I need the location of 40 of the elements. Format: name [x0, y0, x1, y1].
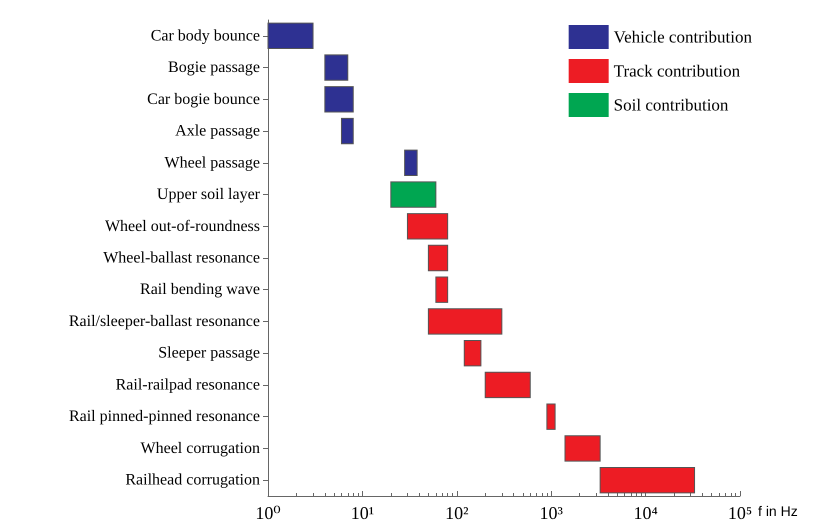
bar	[428, 308, 502, 335]
y-tick-label: Car body bounce	[150, 27, 260, 44]
bar	[435, 276, 448, 303]
y-tick-label: Sleeper passage	[158, 344, 260, 362]
legend-label: Vehicle contribution	[614, 28, 752, 46]
y-tick-label: Wheel corrugation	[140, 440, 260, 457]
bar	[390, 181, 436, 208]
x-tick-label: 10²	[445, 503, 469, 523]
bar	[600, 466, 696, 494]
bar	[324, 86, 354, 113]
y-tick-label: Wheel out-of-roundness	[104, 218, 260, 235]
bar	[428, 244, 448, 272]
y-tick-label: Railhead corrugation	[125, 472, 260, 489]
x-tick-label: 10¹	[350, 503, 374, 523]
bar	[268, 22, 314, 50]
bar	[484, 372, 531, 398]
y-tick-label: Rail-railpad resonance	[116, 376, 260, 394]
y-tick-label: Rail bending wave	[140, 281, 260, 298]
bar	[464, 340, 482, 366]
x-tick-label: 10⁵	[728, 503, 752, 523]
bar	[564, 435, 601, 462]
bar	[546, 403, 556, 430]
y-tick-label: Axle passage	[175, 122, 260, 140]
y-tick-label: Wheel-ballast resonance	[103, 250, 260, 266]
y-tick-label: Rail/sleeper-ballast resonance	[68, 312, 260, 330]
y-tick-label: Upper soil layer	[156, 186, 261, 204]
x-tick-label: 10³	[539, 503, 564, 523]
bar	[324, 54, 348, 81]
x-tick-label: 10⁴	[633, 503, 658, 523]
bar	[406, 213, 448, 240]
x-tick-label: 10⁰	[255, 503, 281, 523]
legend-label: Track contribution	[614, 62, 741, 80]
x-axis-title: f in Hz	[758, 503, 798, 519]
bar	[404, 150, 418, 176]
legend-label: Soil contribution	[614, 96, 729, 114]
y-tick-label: Wheel passage	[164, 154, 260, 172]
y-tick-label: Bogie passage	[168, 59, 260, 76]
y-tick-label: Rail pinned-pinned resonance	[68, 408, 260, 426]
bar	[340, 118, 354, 144]
y-tick-label: Car bogie bounce	[147, 90, 260, 108]
